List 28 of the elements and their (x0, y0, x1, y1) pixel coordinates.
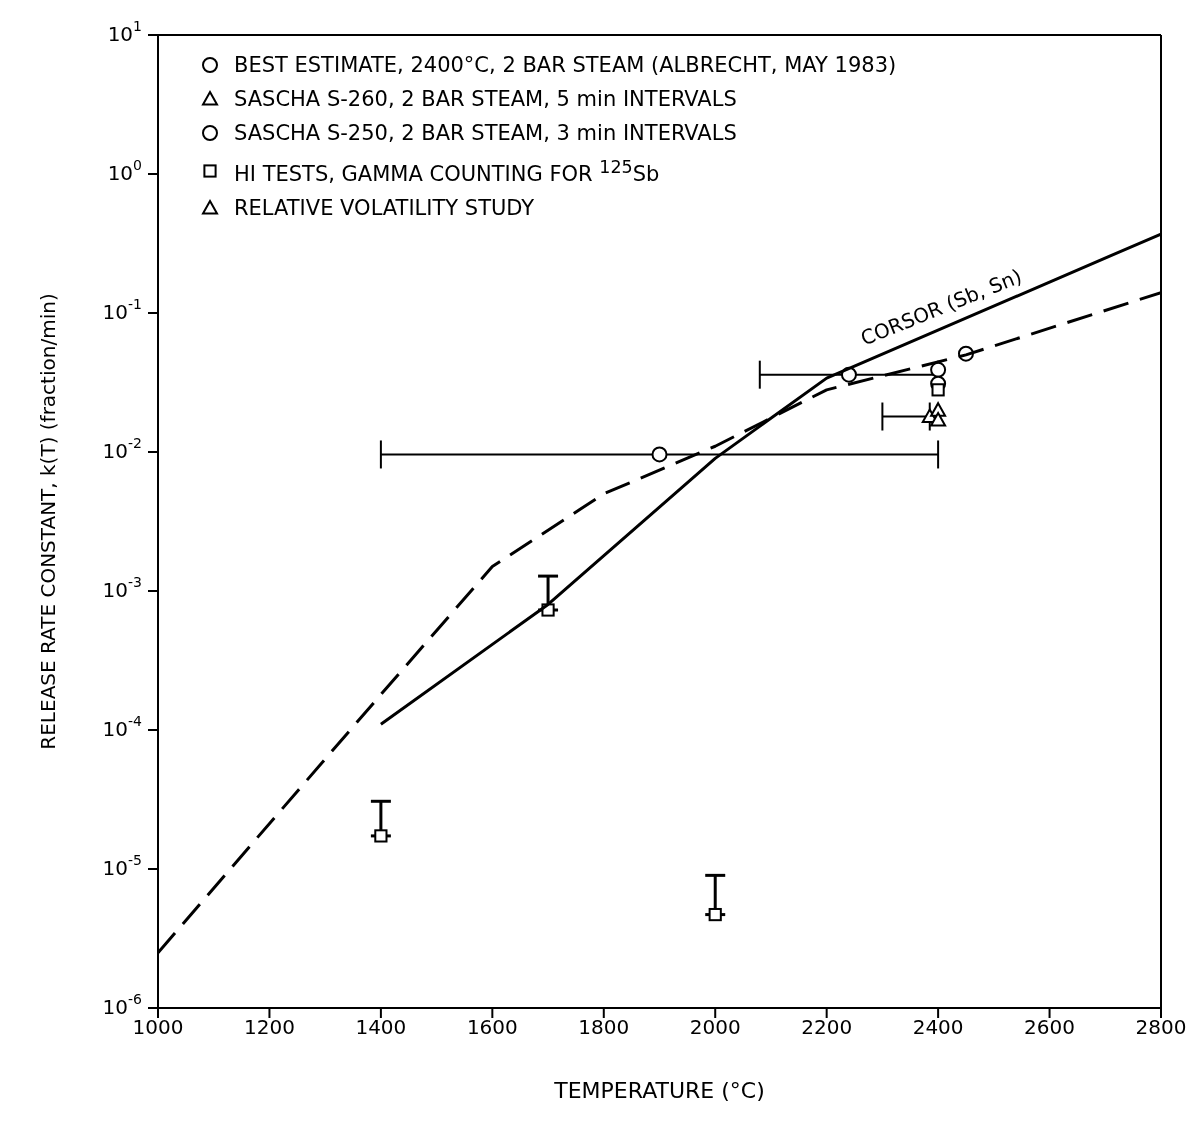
x-tick-label: 1200 (243, 1015, 295, 1039)
point (651, 446, 668, 463)
x-tick-label: 2000 (689, 1015, 741, 1039)
y-tick-label: 10$^{-2}$ (102, 435, 142, 463)
point (930, 411, 947, 427)
point (708, 907, 722, 922)
x-tick-label: 1400 (355, 1015, 407, 1039)
legend-label: RELATIVE VOLATILITY STUDY (234, 195, 535, 222)
legend-label: SASCHA S-260, 2 BAR STEAM, 5 min INTERVALS (234, 86, 737, 113)
legend-label: HI TESTS, GAMMA COUNTING FOR $^{125}$Sb (234, 156, 660, 188)
x-tick-label: 2400 (912, 1015, 964, 1039)
y-tick-label: 10$^{-4}$ (102, 713, 143, 741)
x-axis-title: TEMPERATURE (°C) (553, 1078, 765, 1103)
point (374, 829, 388, 843)
y-tick-label: 10$^{-5}$ (102, 852, 142, 880)
x-tick-label: 2800 (1135, 1015, 1187, 1039)
point (931, 383, 945, 397)
x-tick-label: 2200 (801, 1015, 853, 1039)
y-tick-label: 10$^{-3}$ (102, 574, 142, 602)
y-axis-title: RELEASE RATE CONSTANT, k(T) (fraction/min) (36, 293, 61, 750)
x-tick-label: 1800 (578, 1015, 630, 1039)
y-tick-label: 10$^{0}$ (107, 157, 142, 185)
legend-label: SASCHA S-250, 2 BAR STEAM, 3 min INTERVALS (234, 120, 737, 147)
y-tick-label: 10$^{1}$ (107, 18, 142, 46)
x-tick-label: 1600 (466, 1015, 518, 1039)
x-tick-label: 2600 (1024, 1015, 1076, 1039)
y-tick-label: 10$^{-1}$ (102, 296, 142, 324)
legend-label: BEST ESTIMATE, 2400°C, 2 BAR STEAM (ALBRECHT, MAY 1983) (234, 52, 897, 79)
